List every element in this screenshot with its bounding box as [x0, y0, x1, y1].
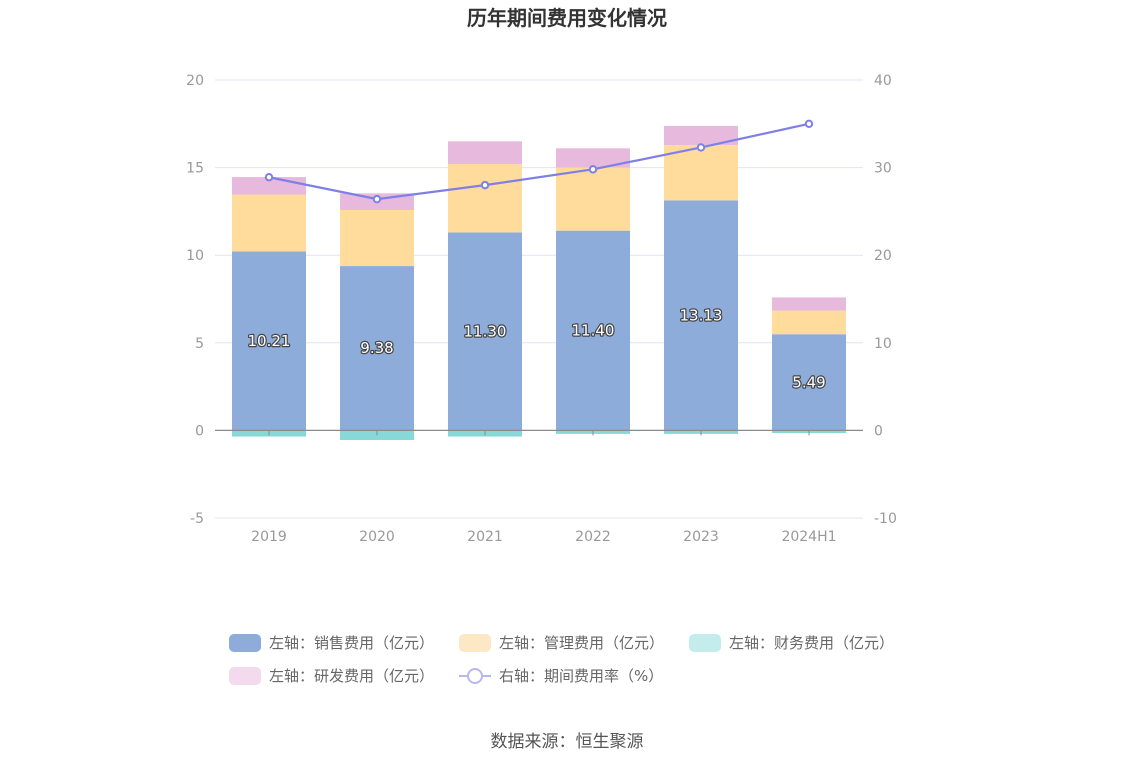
legend-item[interactable]: 左轴：财务费用（亿元） [689, 634, 894, 652]
legend-label: 左轴：研发费用（亿元） [269, 667, 434, 685]
legend-item[interactable]: 左轴：销售费用（亿元） [229, 634, 434, 652]
legend-item[interactable]: 左轴：研发费用（亿元） [229, 667, 434, 685]
x-axis-ticks: 2019 2020 2021 2022 2023 2024H1 [251, 430, 837, 545]
bar-segment [232, 251, 306, 431]
bar-segment [556, 230, 630, 431]
legend: 左轴：销售费用（亿元） 左轴：管理费用（亿元） 左轴：财务费用（亿元） 左轴：研发费用… [229, 634, 894, 685]
bar-labels: 10.21 9.38 11.30 11.40 13.13 5.49 [246, 305, 827, 392]
legend-label: 右轴：期间费用率（%） [499, 667, 663, 685]
bar-segment [448, 164, 522, 233]
bar-segment [664, 145, 738, 201]
left-tick-label: 15 [186, 161, 204, 177]
bar-segment [664, 200, 738, 431]
bar-segment [664, 125, 738, 146]
legend-swatch [229, 634, 261, 652]
right-axis-ticks: -10 0 10 20 30 40 [874, 73, 897, 527]
rate-point [372, 194, 382, 204]
right-tick-label: 0 [874, 423, 883, 439]
bar-series [232, 125, 846, 441]
bar-segment [232, 194, 306, 252]
legend-marker [467, 668, 483, 684]
left-axis-ticks: -5 0 5 10 15 20 [186, 73, 204, 527]
bar-segment [340, 266, 414, 431]
bar-segment [772, 297, 846, 311]
right-tick-label: -10 [874, 511, 897, 527]
bar-segment [772, 334, 846, 431]
bar-value-label: 5.49 [792, 373, 825, 391]
legend-item[interactable]: 右轴：期间费用率（%） [459, 667, 663, 685]
bar-value-label: 11.40 [572, 322, 615, 340]
left-tick-label: 0 [195, 423, 204, 439]
rate-point [588, 165, 598, 174]
legend-label: 左轴：销售费用（亿元） [269, 634, 434, 652]
bar-segment [772, 310, 846, 335]
rate-point [696, 143, 706, 152]
rate-point [480, 180, 490, 190]
bar-segment [340, 209, 414, 267]
x-tick-label: 2019 [251, 529, 287, 545]
left-tick-label: 10 [186, 248, 204, 264]
legend-swatch [229, 667, 261, 685]
x-tick-label: 2022 [575, 529, 611, 545]
rate-point [804, 119, 814, 129]
right-tick-label: 20 [874, 248, 892, 264]
bar-value-label: 10.21 [248, 332, 291, 350]
source-note: 数据来源：恒生聚源 [491, 732, 644, 752]
right-tick-label: 40 [874, 73, 892, 89]
bar-value-label: 11.30 [464, 322, 507, 340]
bar-segment [448, 232, 522, 431]
line-series [264, 119, 814, 204]
bar-value-label: 13.13 [680, 306, 723, 324]
bar-segment [448, 141, 522, 165]
rate-point [264, 173, 274, 182]
bar-segment [556, 148, 630, 168]
legend-swatch [689, 634, 721, 652]
left-tick-label: 20 [186, 73, 204, 89]
gridlines [215, 79, 863, 519]
right-tick-label: 10 [874, 336, 892, 352]
legend-label: 左轴：财务费用（亿元） [729, 634, 894, 652]
left-tick-label: -5 [190, 511, 204, 527]
legend-label: 左轴：管理费用（亿元） [499, 634, 664, 652]
legend-item[interactable]: 左轴：管理费用（亿元） [459, 634, 664, 652]
left-tick-label: 5 [195, 336, 204, 352]
x-tick-label: 2020 [359, 529, 395, 545]
x-tick-label: 2021 [467, 529, 503, 545]
legend-swatch [459, 634, 491, 652]
right-tick-label: 30 [874, 161, 892, 177]
bar-segment [556, 167, 630, 231]
rate-line [268, 122, 810, 201]
bar-value-label: 9.38 [360, 339, 393, 357]
chart-title: 历年期间费用变化情况 [467, 6, 667, 30]
x-tick-label: 2024H1 [781, 529, 836, 545]
x-tick-label: 2023 [683, 529, 719, 545]
